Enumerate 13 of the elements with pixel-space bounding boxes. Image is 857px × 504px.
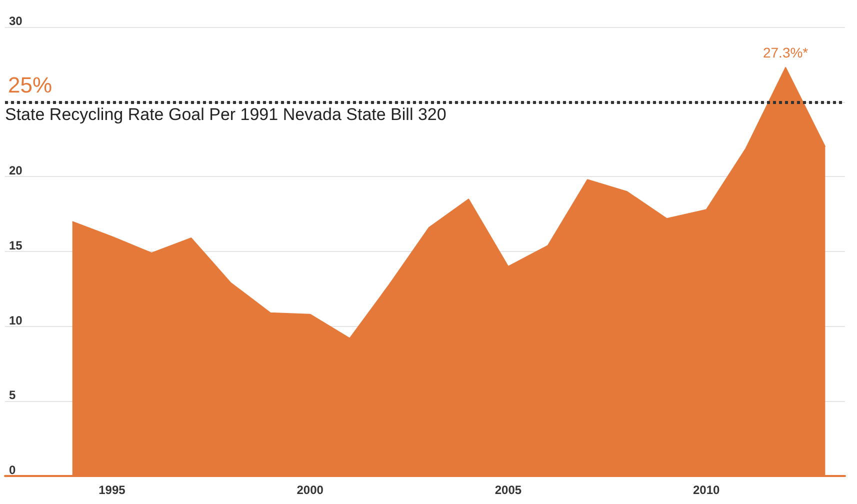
y-tick-label: 20 bbox=[9, 164, 23, 178]
annotation: 25% bbox=[8, 72, 52, 98]
x-tick-label: 2005 bbox=[494, 483, 522, 497]
y-tick-label: 5 bbox=[9, 388, 16, 402]
y-tick-label: 30 bbox=[9, 14, 23, 28]
x-tick-label: 1995 bbox=[98, 483, 126, 497]
y-tick-label: 0 bbox=[9, 463, 16, 477]
ref-line-label: State Recycling Rate Goal Per 1991 Nevada State Bill 320 bbox=[5, 104, 446, 124]
y-tick-label: 10 bbox=[9, 313, 23, 328]
y-tick-label: 15 bbox=[9, 238, 23, 252]
annotation: 27.3%* bbox=[762, 44, 809, 60]
x-tick-label: 2010 bbox=[692, 483, 720, 497]
x-tick-label: 2000 bbox=[296, 483, 324, 497]
